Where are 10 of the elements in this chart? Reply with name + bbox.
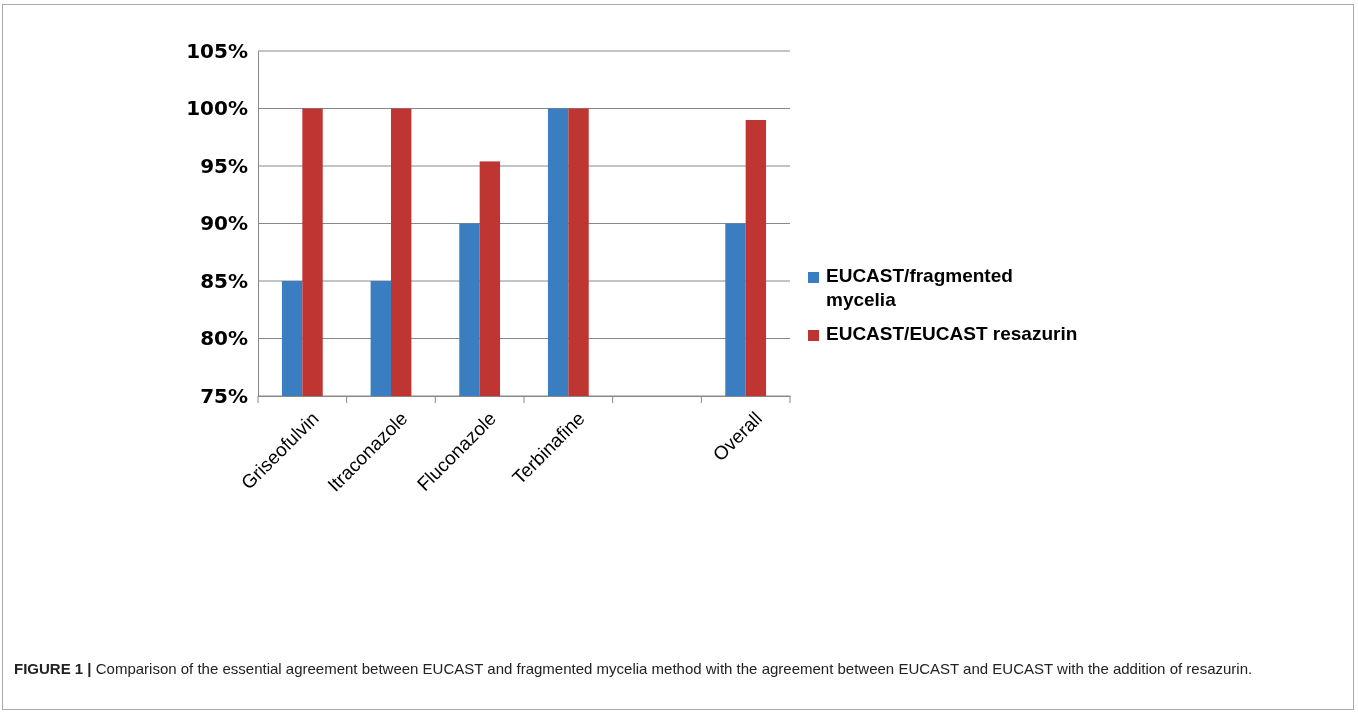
legend-label: EUCAST/EUCAST resazurin (826, 323, 1078, 344)
y-tick-label: 95% (200, 153, 248, 178)
y-tick-label: 100% (186, 96, 248, 121)
y-tick-label: 85% (200, 268, 248, 293)
y-tick-label: 75% (200, 383, 248, 408)
y-tick-label: 105% (186, 38, 248, 63)
caption: FIGURE 1 | Comparison of the essential agreement between EUCAST and fragmented mycelia method with the agreement between EUCAST and EUCAST with the addition of resazurin. (14, 660, 1253, 677)
y-tick-label: 90% (200, 211, 248, 236)
legend-label: EUCAST/fragmented mycelia (826, 265, 1013, 310)
y-tick-label: 80% (200, 326, 248, 351)
